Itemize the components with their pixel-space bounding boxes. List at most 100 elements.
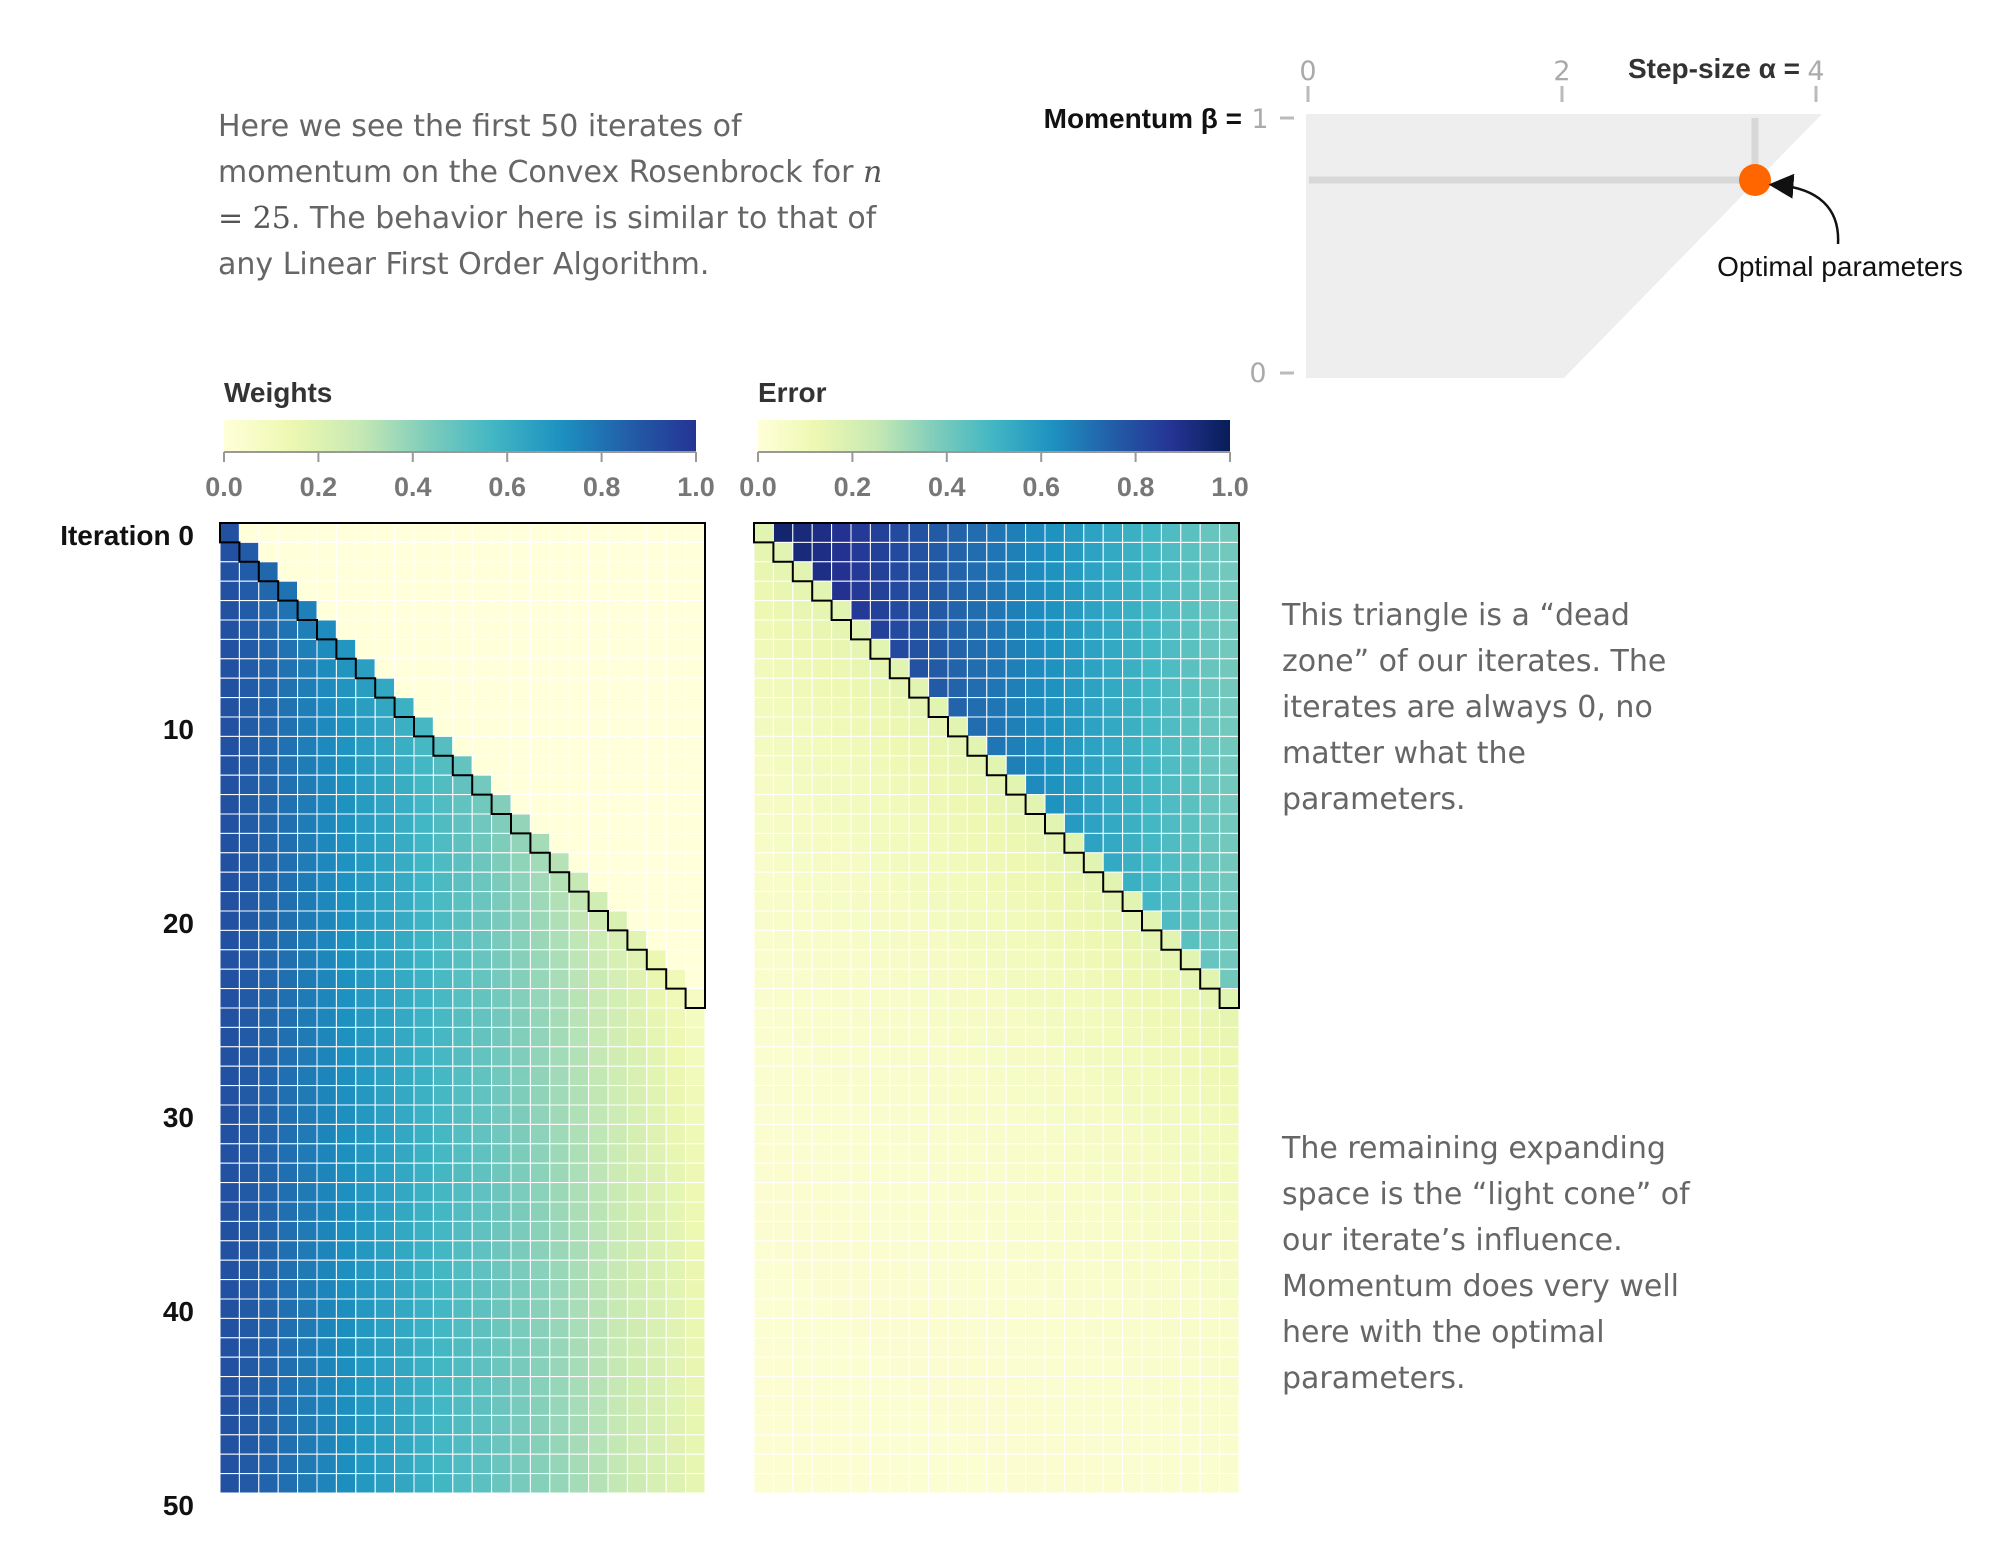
heatmap-cell <box>529 774 551 796</box>
heatmap-cell <box>646 658 667 679</box>
heatmap-cell <box>568 852 590 873</box>
heatmap-cell <box>685 813 706 834</box>
parameter-plot[interactable]: 0 2 Step-size α = 4 Momentum β = 1 0 Opt… <box>1044 53 1963 389</box>
heatmap-cell <box>850 697 871 718</box>
heatmap-cell <box>1083 1007 1104 1028</box>
heatmap-cell <box>335 561 357 582</box>
heatmap-cell <box>1160 522 1182 543</box>
heatmap-cell <box>908 891 930 912</box>
heatmap-cell <box>966 832 988 854</box>
heatmap-cell <box>831 638 852 660</box>
heatmap-cell <box>831 910 852 931</box>
heatmap-cell <box>869 1065 891 1087</box>
heatmap-cell <box>297 1298 318 1319</box>
heatmap-cell <box>258 1395 279 1416</box>
heatmap-cell <box>966 522 988 543</box>
heatmap-cell <box>928 1182 949 1203</box>
heatmap-cell <box>335 794 357 815</box>
heatmap-cell <box>1025 891 1046 912</box>
heatmap-cell <box>471 910 493 931</box>
heatmap-cell <box>792 774 813 796</box>
heatmap-cell <box>432 988 454 1009</box>
heatmap-cell <box>549 658 570 679</box>
heatmap-cell <box>491 1376 512 1397</box>
heatmap-cell <box>374 1298 396 1319</box>
heatmap-cell <box>510 988 531 1009</box>
heatmap-cell <box>452 1453 473 1475</box>
heatmap-cell <box>238 697 260 718</box>
heatmap-cell <box>1160 949 1182 970</box>
heatmap-cell <box>1083 522 1104 543</box>
heatmap-cell <box>1102 1201 1124 1222</box>
heatmap-cell <box>219 1473 240 1494</box>
heatmap-cell <box>665 929 687 951</box>
heatmap-cell <box>947 1104 968 1125</box>
heatmap-cell <box>626 1259 648 1281</box>
heatmap-cell <box>772 677 794 699</box>
heatmap-cell <box>792 1279 813 1300</box>
heatmap-cell <box>491 1007 512 1028</box>
heatmap-cell <box>685 774 706 796</box>
dead-zone-outline <box>219 522 706 1009</box>
heatmap-cell <box>665 600 687 621</box>
heatmap-cell <box>413 774 434 796</box>
heatmap-cell <box>1102 1434 1124 1455</box>
heatmap-cell <box>374 929 396 951</box>
heatmap-cell <box>238 1434 260 1455</box>
heatmap-cell <box>316 638 337 660</box>
heatmap-cell <box>471 1240 493 1261</box>
heatmap-cell <box>394 619 415 640</box>
heatmap-cell <box>869 1376 891 1397</box>
intro-math-eq: = 25 <box>218 201 291 236</box>
heatmap-cell <box>986 1201 1007 1222</box>
heatmap-cell <box>277 697 299 718</box>
heatmap-cell <box>986 774 1007 796</box>
heatmap-cell <box>626 1434 648 1455</box>
heatmap-cell <box>277 580 299 602</box>
heatmap-cell <box>432 1201 454 1222</box>
heatmap-cell <box>831 871 852 893</box>
heatmap-cell <box>1122 832 1143 854</box>
heatmap-cell <box>792 1414 813 1436</box>
heatmap-cell <box>1199 1434 1221 1455</box>
heatmap-cell <box>626 755 648 776</box>
heatmap-cell <box>792 1162 813 1184</box>
optimal-parameter-marker[interactable] <box>1739 164 1771 196</box>
stable-region[interactable] <box>1306 114 1822 378</box>
heatmap-cell <box>646 1046 667 1067</box>
heatmap-cell <box>1025 794 1046 815</box>
heatmap-cell <box>568 1026 590 1048</box>
heatmap-cell <box>869 697 891 718</box>
heatmap-cell <box>1160 774 1182 796</box>
heatmap-cell <box>413 1085 434 1106</box>
heatmap-cell <box>258 968 279 990</box>
heatmap-cell <box>1102 871 1124 893</box>
heatmap-cell <box>335 716 357 737</box>
heatmap-cell <box>1219 1123 1240 1145</box>
heatmap-cell <box>277 677 299 699</box>
heatmap-cell <box>1025 1220 1046 1242</box>
heatmap-cell <box>510 910 531 931</box>
heatmap-cell <box>753 1395 774 1416</box>
heatmap-cell <box>869 755 891 776</box>
heatmap-cell <box>928 619 949 640</box>
colorbar-tick-label: 0.8 <box>583 472 621 502</box>
heatmap-cell <box>685 1026 706 1048</box>
heatmap-cell <box>772 1414 794 1436</box>
heatmap-cell <box>452 929 473 951</box>
heatmap-cell <box>471 522 493 543</box>
heatmap-cell <box>588 619 609 640</box>
heatmap-cell <box>1005 1007 1027 1028</box>
heatmap-cell <box>966 1220 988 1242</box>
heatmap-cell <box>394 1259 415 1281</box>
heatmap-cell <box>665 1317 687 1339</box>
heatmap-cell <box>297 1201 318 1222</box>
heatmap-cell <box>549 949 570 970</box>
x-tick-label-0: 0 <box>1299 56 1316 87</box>
heatmap-cell <box>355 813 376 834</box>
heatmap-cell <box>753 638 774 660</box>
heatmap-cell <box>335 1453 357 1475</box>
heatmap-cell <box>908 1007 930 1028</box>
heatmap-cell <box>510 541 531 563</box>
heatmap-cell <box>928 580 949 602</box>
